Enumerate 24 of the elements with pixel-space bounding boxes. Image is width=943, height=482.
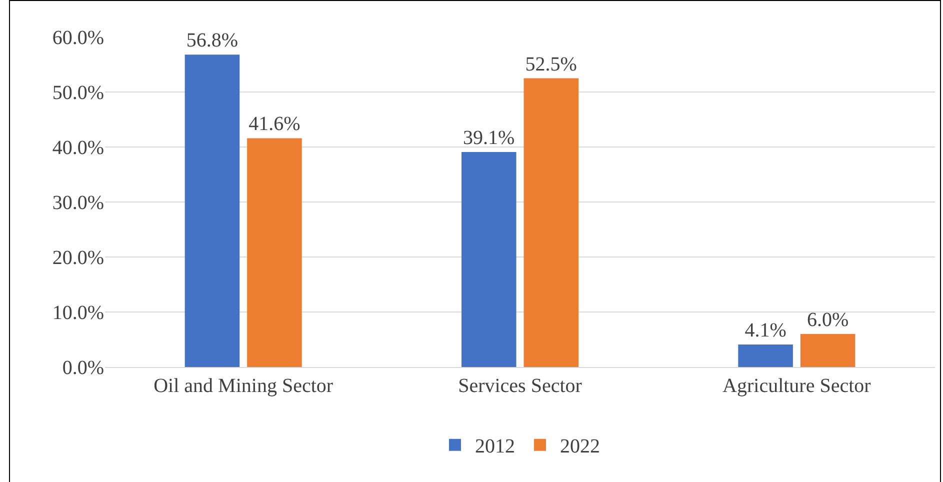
y-tick-label: 30.0% — [52, 192, 104, 214]
x-tick-label: Agriculture Sector — [722, 375, 872, 397]
data-label: 52.5% — [525, 53, 577, 76]
bar — [738, 344, 793, 367]
data-label: 4.1% — [744, 319, 786, 342]
y-tick-label: 40.0% — [52, 137, 104, 159]
y-tick-label: 0.0% — [62, 357, 104, 379]
x-tick-label: Oil and Mining Sector — [154, 375, 334, 397]
y-tick-label: 10.0% — [52, 302, 104, 324]
bar — [247, 138, 302, 367]
bar — [524, 78, 579, 367]
data-label: 6.0% — [806, 309, 849, 331]
y-tick-label: 20.0% — [52, 247, 104, 269]
data-label: 41.6% — [248, 113, 300, 136]
bar — [184, 54, 240, 367]
data-label: 56.8% — [186, 30, 238, 52]
bar — [800, 334, 856, 367]
bar — [461, 152, 516, 367]
legend-label: 2022 — [560, 436, 600, 458]
legend-label: 2012 — [475, 436, 515, 458]
data-label: 39.1% — [463, 126, 515, 149]
y-tick-label: 50.0% — [52, 82, 104, 104]
x-tick-label: Services Sector — [458, 375, 582, 397]
y-tick-label: 60.0% — [52, 27, 104, 49]
